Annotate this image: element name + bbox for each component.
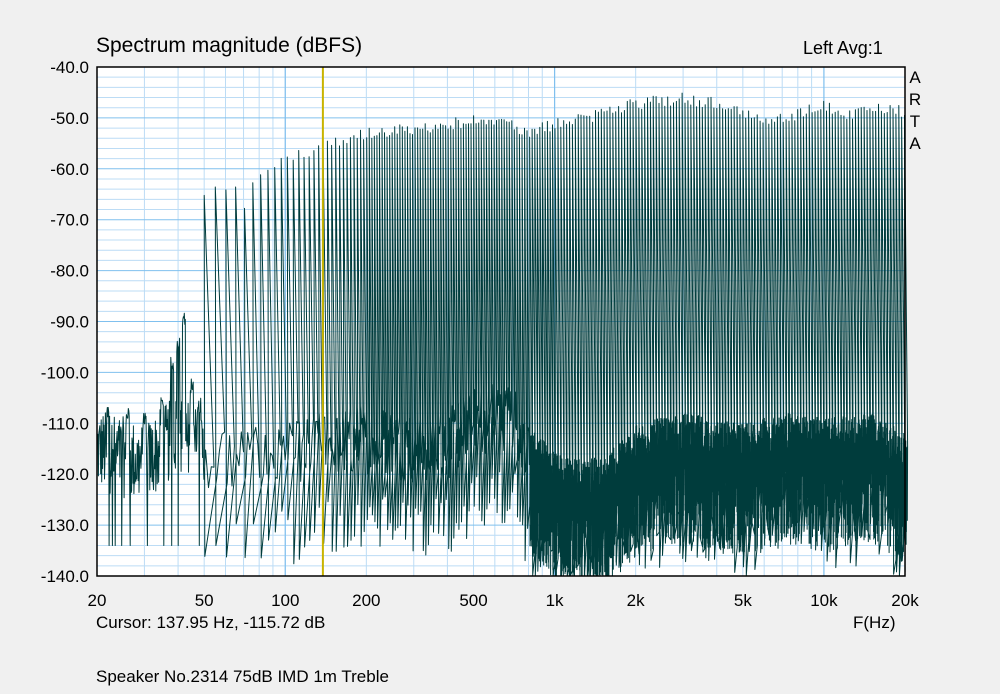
y-tick-label: -120.0 — [41, 465, 89, 484]
y-tick-label: -100.0 — [41, 363, 89, 382]
x-tick-label: 10k — [810, 591, 838, 610]
arta-brand-label: A R T A — [906, 67, 924, 155]
y-tick-label: -40.0 — [50, 58, 89, 77]
y-tick-label: -60.0 — [50, 160, 89, 179]
cursor-readout: Cursor: 137.95 Hz, -115.72 dB — [96, 613, 326, 632]
y-tick-label: -70.0 — [50, 211, 89, 230]
measurement-caption: Speaker No.2314 75dB IMD 1m Treble — [96, 667, 389, 686]
plot-border — [96, 66, 906, 577]
x-tick-label: 5k — [734, 591, 752, 610]
y-tick-label: -140.0 — [41, 567, 89, 586]
y-tick-label: -50.0 — [50, 109, 89, 128]
x-tick-label: 500 — [459, 591, 487, 610]
x-tick-label: 2k — [627, 591, 645, 610]
arta-letter: T — [909, 112, 921, 131]
x-tick-label: 20 — [88, 591, 107, 610]
chart-title: Spectrum magnitude (dBFS) — [96, 34, 363, 57]
y-tick-label: -80.0 — [50, 262, 89, 281]
arta-letter: R — [908, 90, 922, 109]
x-tick-label: 200 — [352, 591, 380, 610]
spectrum-trace — [96, 92, 909, 577]
x-tick-label: 50 — [195, 591, 214, 610]
arta-letter: A — [909, 134, 921, 153]
x-axis-label: F(Hz) — [853, 613, 896, 632]
channel-avg-label: Left Avg:1 — [803, 38, 883, 58]
y-tick-label: -130.0 — [41, 516, 89, 535]
arta-letter: A — [909, 68, 921, 87]
x-tick-label: 20k — [891, 591, 919, 610]
x-tick-label: 100 — [271, 591, 299, 610]
y-tick-label: -110.0 — [42, 414, 89, 433]
x-tick-label: 1k — [546, 591, 564, 610]
y-tick-label: -90.0 — [50, 313, 89, 332]
